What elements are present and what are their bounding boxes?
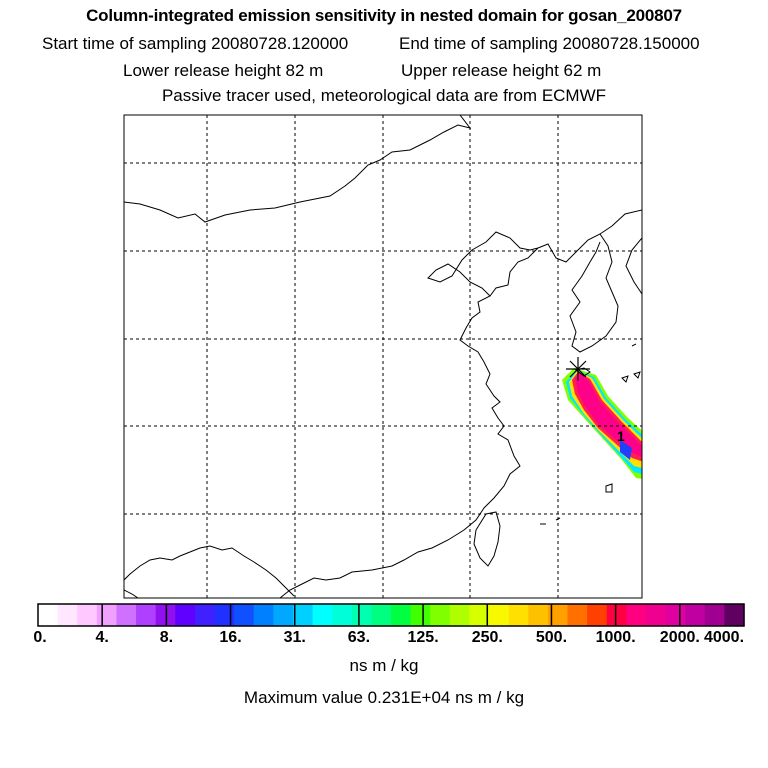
colorbar-cell	[528, 604, 549, 626]
colorbar-cell	[449, 604, 471, 626]
colorbar-cell	[312, 604, 333, 626]
colorbar-cell	[38, 604, 59, 626]
coastline-bohai	[279, 247, 539, 598]
colorbar-cell	[57, 604, 78, 626]
colorbar-cell	[351, 604, 372, 626]
colorbar-dividers	[101, 604, 681, 626]
island-small-6	[631, 343, 637, 347]
colorbar-cell	[214, 604, 235, 626]
colorbar-cell	[136, 604, 157, 626]
island-small-2	[633, 371, 641, 379]
colorbar-tick-label: 2000.	[659, 629, 700, 646]
coastline-taiwan	[473, 511, 501, 567]
emission-plume	[562, 368, 642, 479]
colorbar-cell	[724, 604, 745, 626]
colorbar-tick-label: 4000.	[703, 629, 745, 646]
end-time-label: End time of sampling 20080728.150000	[399, 34, 700, 53]
release-site-marker	[566, 357, 590, 381]
start-time-label: Start time of sampling 20080728.120000	[42, 34, 349, 53]
colorbar-tick-label: 16.	[219, 629, 242, 646]
island-small-3	[605, 483, 613, 493]
colorbar-cell	[626, 604, 647, 626]
colorbar-tick-label: 125.	[407, 629, 439, 646]
colorbar-tick-label: 31.	[283, 629, 306, 646]
plume-label: 1	[617, 428, 625, 444]
colorbar-cell	[116, 604, 137, 626]
upper-release-height-label: Upper release height 62 m	[401, 61, 602, 80]
colorbar-tick-label: 0.	[33, 629, 47, 646]
colorbar-tick-label: 500.	[535, 629, 568, 646]
colorbar-cell	[547, 604, 569, 626]
colorbar-cell	[410, 604, 431, 626]
colorbar-cell	[253, 604, 274, 626]
coastline-bottom-left	[124, 545, 295, 597]
colorbar-cell	[194, 604, 216, 626]
coastline-north-border	[124, 115, 472, 223]
colorbar-cell	[371, 604, 392, 626]
colorbar-cell	[391, 604, 412, 626]
colorbar-cell	[645, 604, 667, 626]
tracer-info-label: Passive tracer used, meteorological data…	[161, 86, 607, 105]
coastlines	[124, 115, 642, 598]
colorbar-cell	[489, 604, 510, 626]
colorbar-cell	[292, 604, 314, 626]
colorbar-cell	[469, 604, 490, 626]
island-small-1	[621, 375, 629, 383]
colorbar-cell	[96, 604, 118, 626]
colorbar-tick-label: 1000.	[595, 629, 636, 646]
colorbar-units: ns m / kg	[349, 656, 419, 675]
colorbar-cell	[430, 604, 451, 626]
colorbar-cell	[685, 604, 706, 626]
coastline-korea-east	[625, 237, 642, 295]
lat-lon-grid	[124, 115, 642, 598]
colorbar-cell	[273, 604, 294, 626]
max-value-label: Maximum value 0.231E+04 ns m / kg	[243, 688, 525, 707]
coastline-shandong	[427, 231, 539, 297]
plume-core	[575, 373, 642, 457]
colorbar-tick-label: 4.	[95, 629, 109, 646]
colorbar-tick-label: 250.	[471, 629, 503, 646]
map-frame	[123, 114, 643, 599]
colorbar-cell	[234, 604, 255, 626]
colorbar-tick-label: 63.	[347, 629, 371, 646]
colorbar-cell	[567, 604, 588, 626]
colorbar-cell	[175, 604, 196, 626]
colorbar-cells	[38, 604, 745, 626]
lower-release-height-label: Lower release height 82 m	[123, 61, 324, 80]
coastline-korea	[569, 233, 619, 353]
island-small-7	[124, 589, 139, 598]
colorbar-cell	[606, 604, 627, 626]
colorbar-cell	[77, 604, 98, 626]
colorbar-tick-label: 8.	[159, 629, 174, 646]
plume-blue-patch	[620, 440, 632, 460]
colorbar-cell	[704, 604, 725, 626]
colorbar-cell	[587, 604, 608, 626]
colorbar-cell	[332, 604, 353, 626]
colorbar-cell	[508, 604, 529, 626]
page-title: Column-integrated emission sensitivity i…	[86, 6, 682, 25]
colorbar-cell	[665, 604, 686, 626]
colorbar-frame	[37, 603, 745, 627]
